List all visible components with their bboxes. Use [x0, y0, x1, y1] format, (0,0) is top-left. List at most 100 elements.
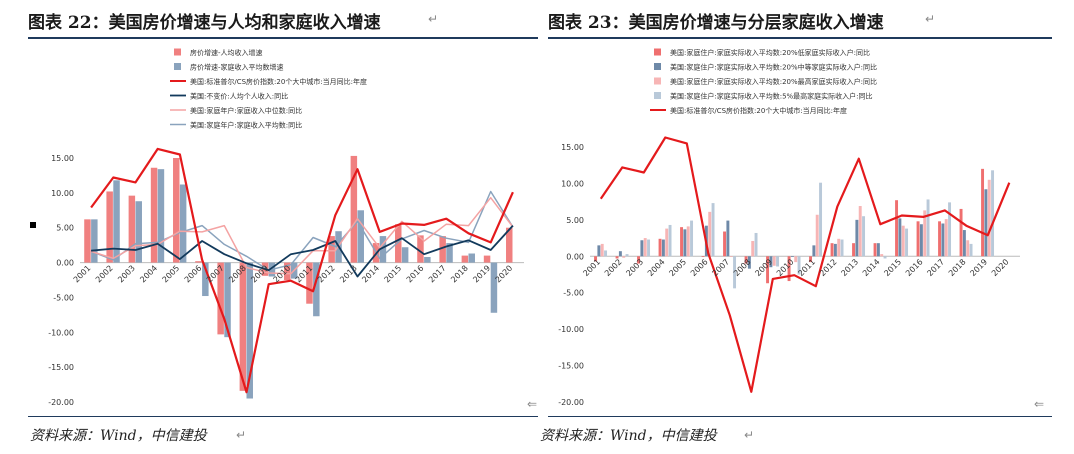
left-bottom-rule [28, 416, 538, 417]
bar [625, 254, 629, 257]
y-tick-label: -10.00 [558, 325, 584, 334]
bar [723, 231, 727, 257]
x-tick-label: 2019 [471, 264, 492, 285]
bar [284, 262, 291, 280]
legend-label: 美国:不变价:人均个人收入:同比 [190, 92, 288, 101]
bar [883, 256, 887, 259]
legend-label: 美国:标准普尔/CS房价指数:20个大中城市:当月同比:年度 [670, 106, 847, 115]
bar [819, 182, 823, 257]
bar [776, 256, 780, 267]
bar [690, 220, 694, 257]
series-line [90, 196, 514, 275]
y-tick-label: -20.00 [558, 398, 584, 407]
bar [84, 219, 91, 263]
x-tick-label: 2001 [72, 264, 93, 285]
legend-swatch [174, 48, 181, 56]
bar [701, 256, 705, 258]
bar [797, 256, 801, 275]
bar [106, 191, 113, 263]
bar [246, 262, 253, 399]
bar [812, 245, 816, 257]
bar [468, 253, 475, 263]
bar [135, 201, 142, 263]
bar [157, 169, 165, 263]
bar [830, 243, 834, 257]
x-tick-label: 2006 [183, 264, 204, 285]
bar [328, 236, 335, 263]
right-source-note: 资料来源：Wind，中信建投 [540, 428, 717, 444]
legend-label: 美国:家庭年户:家庭收入平均数:同比 [190, 121, 302, 130]
bar [984, 189, 988, 257]
bar [855, 219, 859, 257]
bar [733, 256, 737, 289]
bar [640, 240, 644, 257]
x-tick-label: 2018 [449, 264, 470, 285]
bar [787, 256, 791, 282]
x-tick-label: 2019 [968, 257, 989, 278]
bar [600, 243, 604, 257]
left-chart-title: 图表 22：美国房价增速与人均和家庭收入增速 [28, 13, 381, 33]
bar [150, 167, 158, 263]
x-tick-label: 2013 [839, 257, 860, 278]
legend-label: 美国:家庭住户:家庭实际收入平均数:20%中等家庭实际收入户:同比 [670, 63, 877, 72]
bar [658, 238, 662, 257]
bar [840, 239, 844, 257]
bar [944, 219, 948, 257]
bar [379, 236, 387, 263]
bar [195, 261, 202, 263]
bar [959, 208, 963, 257]
x-tick-label: 2006 [689, 257, 710, 278]
bar [966, 240, 970, 257]
x-tick-label: 2004 [138, 264, 159, 285]
x-tick-label: 2015 [882, 257, 903, 278]
bar [179, 184, 187, 263]
x-tick-label: 2007 [710, 257, 731, 278]
left-source-note: 资料来源：Wind，中信建投 [30, 428, 207, 444]
bar [306, 262, 313, 304]
bar [604, 250, 608, 257]
bar [905, 228, 909, 257]
bar [790, 256, 794, 258]
y-tick-label: 15.00 [51, 154, 74, 163]
bar [962, 230, 966, 257]
bar [754, 232, 758, 257]
x-tick-label: 2014 [360, 264, 381, 285]
x-tick-label: 2012 [818, 257, 839, 278]
x-tick-label: 2017 [925, 257, 946, 278]
scroll-arrow-icon: ⇐ [1034, 397, 1045, 411]
bar [395, 224, 402, 263]
legend-label: 美国:家庭年户:家庭收入中位数:同比 [190, 106, 302, 115]
bar [668, 224, 672, 257]
y-tick-label: -20.00 [48, 398, 74, 407]
y-tick-label: 0.00 [566, 252, 584, 261]
right-bottom-rule [548, 416, 1052, 417]
y-tick-label: 5.00 [56, 224, 74, 233]
x-tick-label: 2001 [581, 257, 602, 278]
legend-swatch [654, 92, 661, 99]
title-return-icon: ↵ [925, 12, 936, 26]
legend-label: 房价增速-人均收入增速 [190, 48, 263, 57]
y-tick-label: 0.00 [56, 259, 74, 268]
bar [594, 256, 598, 262]
y-tick-label: 15.00 [561, 143, 584, 152]
x-tick-label: 2018 [947, 257, 968, 278]
bar [708, 211, 712, 257]
legend-swatch [654, 77, 661, 85]
bar [647, 239, 651, 257]
bar [461, 255, 469, 263]
bar [490, 262, 498, 313]
x-tick-label: 2002 [94, 264, 115, 285]
bar [217, 262, 224, 335]
bar [898, 218, 902, 257]
bar [417, 235, 424, 263]
bar [446, 243, 453, 263]
bar [202, 262, 209, 297]
legend-swatch [654, 48, 661, 56]
bar [769, 256, 773, 268]
x-tick-label: 2016 [904, 257, 925, 278]
bar [173, 158, 180, 263]
legend-swatch [174, 63, 181, 70]
left-chart: 房价增速-人均收入增速房价增速-家庭收入平均数增速美国:标准普尔/CS房价指数:… [48, 48, 524, 407]
y-tick-label: -5.00 [563, 289, 584, 298]
y-tick-label: 10.00 [561, 179, 584, 188]
